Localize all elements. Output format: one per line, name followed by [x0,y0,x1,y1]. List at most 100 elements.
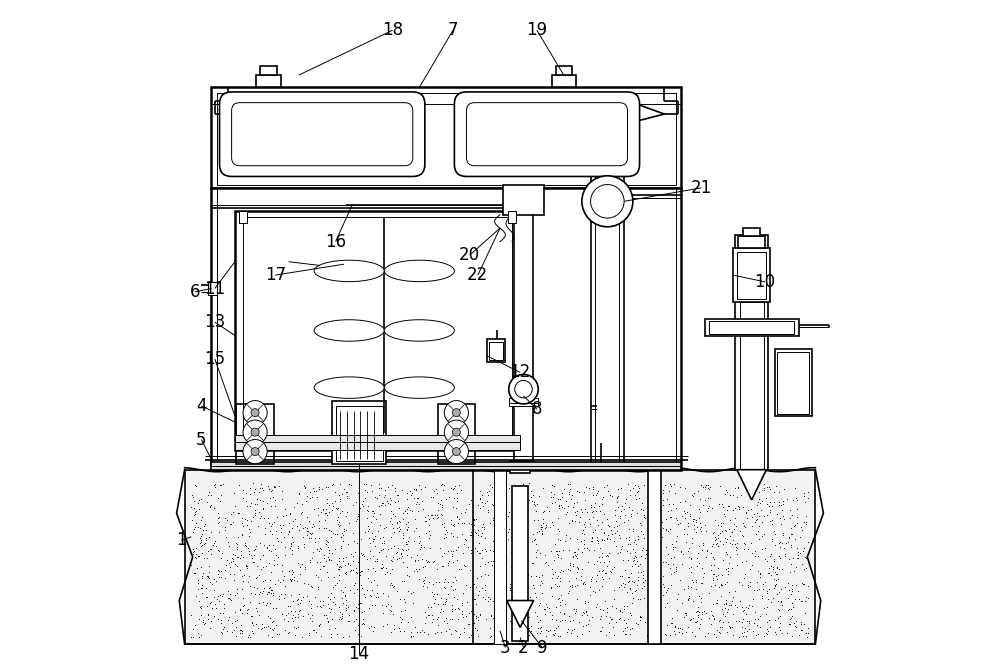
Point [356,619,372,630]
Point [259,542,275,553]
Point [335,586,351,597]
Point [769,588,785,599]
Point [463,495,479,505]
Point [271,590,287,601]
Point [449,493,465,503]
Point [409,493,425,503]
Point [260,630,276,641]
Point [454,606,470,617]
Point [649,603,665,614]
Point [484,499,500,509]
Point [192,602,208,613]
Point [268,603,284,613]
Point [351,608,367,619]
Point [269,533,285,544]
Point [690,610,706,621]
Point [620,478,636,489]
Point [463,529,479,540]
Point [718,485,734,496]
Point [800,493,816,503]
Point [335,529,351,540]
Point [485,613,501,624]
Point [613,579,629,590]
Point [555,545,571,556]
Point [315,505,331,516]
Point [601,627,617,637]
Point [702,482,718,493]
Point [759,556,775,566]
Point [531,600,547,611]
Point [193,535,209,546]
Point [432,607,448,618]
Point [280,616,296,627]
Point [380,497,396,508]
Point [395,529,411,540]
Point [324,548,340,558]
Point [413,484,429,495]
Point [311,619,327,630]
Text: 7: 7 [448,21,458,39]
Point [655,495,671,505]
Point [399,493,415,504]
Point [545,492,561,503]
Point [532,579,548,590]
Point [437,597,453,608]
Point [313,630,329,641]
Point [376,492,392,503]
Point [645,527,661,538]
Point [351,608,367,619]
Point [400,502,416,513]
Point [787,621,803,631]
Point [273,527,289,537]
Point [454,598,470,609]
Point [408,563,424,574]
Point [262,582,278,592]
Point [329,629,345,639]
Point [645,507,661,518]
Point [369,580,385,590]
Point [683,552,699,563]
Point [269,629,285,639]
Point [691,607,707,617]
Point [613,506,629,517]
Point [357,592,373,603]
Point [705,610,721,621]
Point [255,485,271,496]
Point [364,584,380,595]
Point [389,546,405,557]
Point [457,534,473,545]
Point [440,577,456,588]
Text: 1: 1 [176,531,187,549]
Point [409,566,425,576]
Point [253,563,269,574]
Point [505,630,521,641]
Point [771,604,787,615]
Point [275,520,291,531]
Point [321,623,337,634]
Point [489,483,505,494]
Point [557,535,573,546]
Point [528,547,544,558]
Point [797,497,813,507]
Point [783,541,799,552]
Point [229,541,245,552]
Point [349,584,365,595]
Point [756,482,772,493]
Point [318,504,334,515]
Point [371,483,387,494]
Point [689,553,705,564]
Point [330,511,346,522]
Point [488,484,504,495]
Point [669,530,685,541]
Point [579,609,595,620]
Point [190,583,206,594]
Point [662,629,678,640]
Point [203,616,219,627]
Point [186,509,202,520]
Point [517,518,533,529]
Point [450,614,466,625]
Point [247,484,263,495]
Point [333,531,349,542]
Point [596,557,612,568]
Bar [508,211,516,223]
